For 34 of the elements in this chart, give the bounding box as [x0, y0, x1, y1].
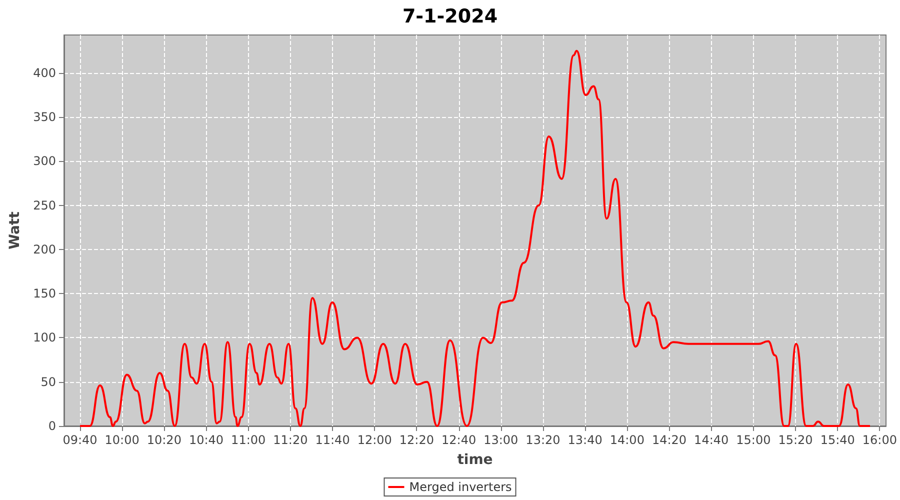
y-tick-label: 400: [33, 66, 56, 80]
x-tick-label: 10:00: [104, 433, 140, 447]
x-tick-label: 15:40: [820, 433, 855, 447]
x-tick-label: 11:40: [315, 433, 350, 447]
x-tick-label: 14:40: [694, 433, 729, 447]
x-tick-label: 11:00: [231, 433, 266, 447]
x-tick-label: 15:20: [778, 433, 813, 447]
x-tick-label: 16:00: [862, 433, 898, 447]
chart-title: 7-1-2024: [402, 6, 498, 28]
x-tick-label: 14:00: [610, 433, 644, 447]
y-tick-label: 50: [40, 374, 56, 389]
y-axis-title: Watt: [7, 211, 23, 250]
x-tick-label: 12:00: [357, 433, 392, 447]
y-tick-label: 250: [33, 198, 56, 212]
x-tick-label: 11:20: [273, 433, 308, 447]
x-tick-label: 10:20: [146, 433, 182, 447]
legend-label: Merged inverters: [409, 480, 512, 494]
x-tick-label: 12:40: [442, 433, 476, 447]
x-tick-label: 14:20: [652, 433, 687, 447]
y-tick-label: 0: [48, 419, 56, 433]
y-tick-label: 300: [33, 154, 56, 168]
x-tick-label: 09:40: [62, 433, 98, 447]
y-tick-label: 200: [33, 242, 56, 256]
y-tick-label: 100: [33, 330, 56, 345]
x-tick-label: 12:20: [399, 433, 434, 447]
x-tick-label: 15:00: [736, 433, 771, 447]
y-tick-label: 150: [33, 286, 56, 301]
x-tick-label: 13:40: [568, 433, 602, 447]
y-tick-label: 350: [33, 110, 56, 124]
x-tick-label: 13:20: [526, 433, 560, 447]
x-tick-label: 13:00: [484, 433, 518, 447]
line-series: [79, 50, 871, 427]
x-tick-label: 10:40: [188, 433, 224, 447]
x-axis-title: time: [457, 452, 493, 468]
